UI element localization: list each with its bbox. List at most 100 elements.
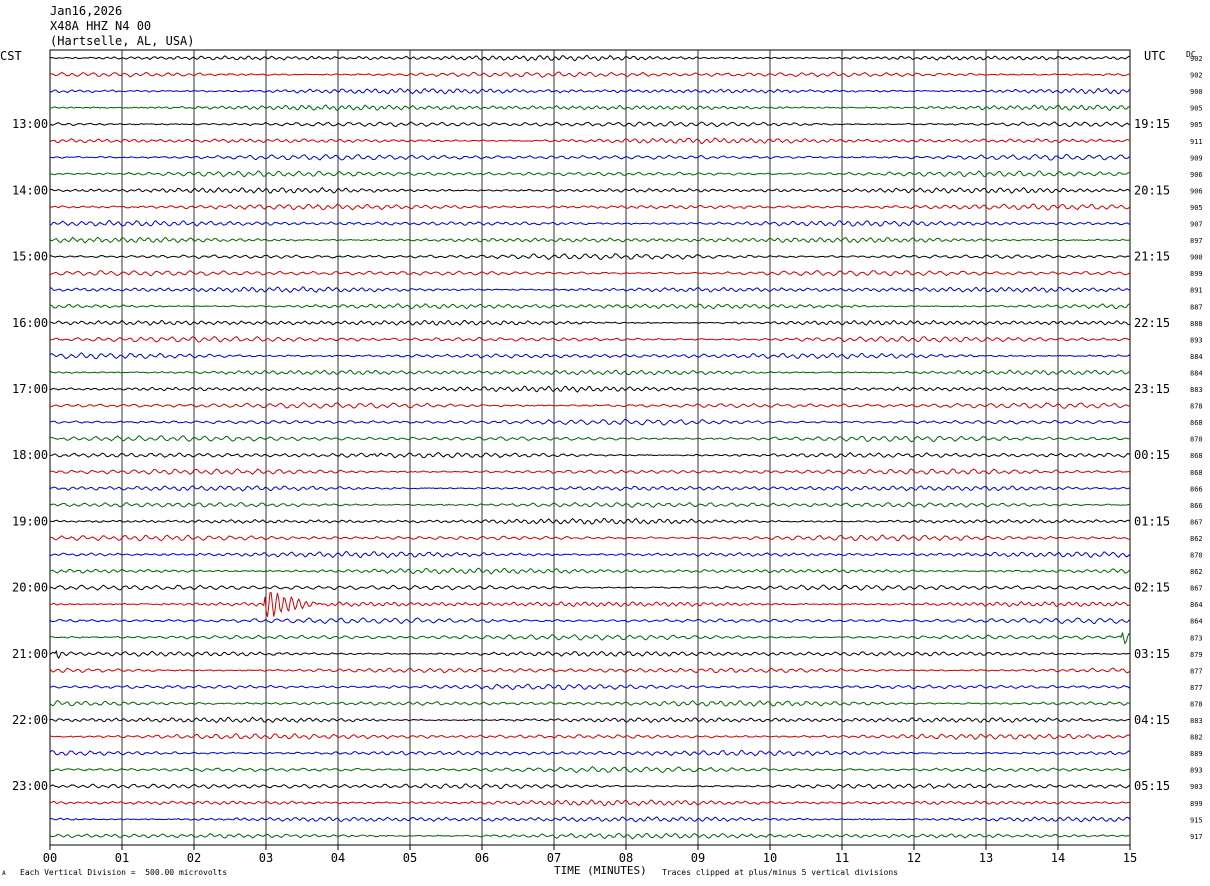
dc-offset-value: 868: [1190, 452, 1203, 460]
dc-offset-value: 889: [1190, 750, 1203, 758]
trace-row-40: [49, 716, 1131, 724]
right-hour-label: 21:15: [1134, 250, 1170, 264]
dc-offset-value: 891: [1190, 287, 1203, 295]
dc-offset-value: 873: [1190, 634, 1203, 642]
trace-row-28: [49, 517, 1131, 525]
trace-row-20: [49, 385, 1131, 393]
x-tick-label: 15: [1123, 851, 1137, 865]
clip-note: Traces clipped at plus/minus 5 vertical …: [662, 868, 899, 877]
right-hour-label: 05:15: [1134, 779, 1170, 793]
dc-offset-value: 883: [1190, 717, 1203, 725]
x-tick-label: 01: [115, 851, 129, 865]
trace-row-44: [49, 783, 1131, 790]
dc-offset-value: 900: [1190, 88, 1203, 96]
right-timezone-label: UTC: [1144, 49, 1166, 63]
vertical-division-note: Each Vertical Division = 500.00 microvol…: [20, 868, 228, 877]
dc-offset-header: DC: [1186, 50, 1196, 59]
x-tick-label: 06: [475, 851, 489, 865]
dc-offset-value: 893: [1190, 336, 1203, 344]
left-hour-label: 22:00: [12, 713, 48, 727]
right-hour-label: 03:15: [1134, 647, 1170, 661]
right-hour-label: 04:15: [1134, 713, 1170, 727]
dc-offset-value: 907: [1190, 221, 1203, 229]
trace-row-38: [49, 683, 1131, 691]
x-tick-label: 00: [43, 851, 57, 865]
trace-row-19: [49, 369, 1131, 376]
dc-offset-value: 866: [1190, 502, 1203, 510]
dc-offset-value: 864: [1190, 601, 1203, 609]
trace-row-1: [49, 71, 1131, 78]
dc-offset-value: 887: [1190, 303, 1203, 311]
left-hour-label: 20:00: [12, 581, 48, 595]
dc-offset-value: 867: [1190, 518, 1203, 526]
right-hour-label: 00:15: [1134, 448, 1170, 462]
left-hour-label: 19:00: [12, 514, 48, 528]
trace-row-30: [49, 550, 1131, 559]
trace-row-39: [49, 700, 1131, 707]
dc-offset-value: 877: [1190, 684, 1203, 692]
x-tick-label: 11: [835, 851, 849, 865]
header-station: X48A HHZ N4 00: [50, 19, 152, 33]
trace-row-29: [49, 534, 1131, 542]
dc-offset-value: 905: [1190, 121, 1203, 129]
dc-offset-value: 862: [1190, 568, 1203, 576]
dc-offset-value: 903: [1190, 783, 1203, 791]
x-tick-label: 07: [547, 851, 561, 865]
dc-offset-value: 911: [1190, 138, 1203, 146]
trace-row-5: [49, 137, 1131, 145]
left-timezone-label: CST: [0, 49, 22, 63]
right-hour-label: 19:15: [1134, 117, 1170, 131]
footer-marker: A: [2, 870, 6, 877]
dc-offset-value: 917: [1190, 833, 1203, 841]
trace-row-46: [49, 816, 1131, 823]
trace-row-36: [49, 649, 1131, 660]
x-tick-label: 10: [763, 851, 777, 865]
trace-row-8: [49, 187, 1131, 194]
trace-row-31: [49, 567, 1131, 575]
trace-row-15: [49, 303, 1131, 310]
header-date: Jan16,2026: [50, 4, 123, 18]
trace-row-7: [49, 170, 1131, 178]
trace-row-0: [49, 54, 1131, 62]
trace-row-45: [49, 799, 1131, 807]
trace-row-11: [49, 236, 1131, 244]
dc-offset-value: 882: [1190, 734, 1203, 742]
x-axis-title: TIME (MINUTES): [554, 864, 647, 877]
trace-row-47: [49, 832, 1131, 840]
x-tick-label: 12: [907, 851, 921, 865]
trace-row-6: [49, 153, 1131, 161]
trace-row-17: [49, 335, 1131, 343]
dc-offset-value: 868: [1190, 469, 1203, 477]
dc-offset-value: 906: [1190, 187, 1203, 195]
dc-offset-value: 902: [1190, 55, 1203, 63]
dc-offset-value: 867: [1190, 585, 1203, 593]
right-hour-label: 22:15: [1134, 316, 1170, 330]
dc-offset-value: 915: [1190, 816, 1203, 824]
left-hour-label: 18:00: [12, 448, 48, 462]
left-hour-label: 14:00: [12, 183, 48, 197]
header-location: (Hartselle, AL, USA): [50, 34, 195, 48]
dc-offset-value: 870: [1190, 436, 1203, 444]
dc-offset-value: 905: [1190, 204, 1203, 212]
dc-offset-value: 888: [1190, 320, 1203, 328]
left-hour-label: 13:00: [12, 117, 48, 131]
x-tick-label: 13: [979, 851, 993, 865]
left-hour-label: 17:00: [12, 382, 48, 396]
dc-offset-value: 866: [1190, 485, 1203, 493]
dc-offset-value: 877: [1190, 667, 1203, 675]
right-hour-label: 20:15: [1134, 183, 1170, 197]
dc-offset-value: 899: [1190, 270, 1203, 278]
dc-offset-value: 906: [1190, 171, 1203, 179]
x-tick-label: 05: [403, 851, 417, 865]
dc-offset-value: 878: [1190, 700, 1203, 708]
left-hour-label: 21:00: [12, 647, 48, 661]
trace-row-33: [49, 592, 1131, 617]
trace-row-23: [49, 435, 1131, 443]
trace-row-3: [49, 104, 1131, 112]
right-hour-label: 23:15: [1134, 382, 1170, 396]
x-tick-label: 09: [691, 851, 705, 865]
plot-frame: [49, 49, 1131, 846]
dc-offset-value: 893: [1190, 767, 1203, 775]
trace-row-9: [49, 203, 1131, 211]
